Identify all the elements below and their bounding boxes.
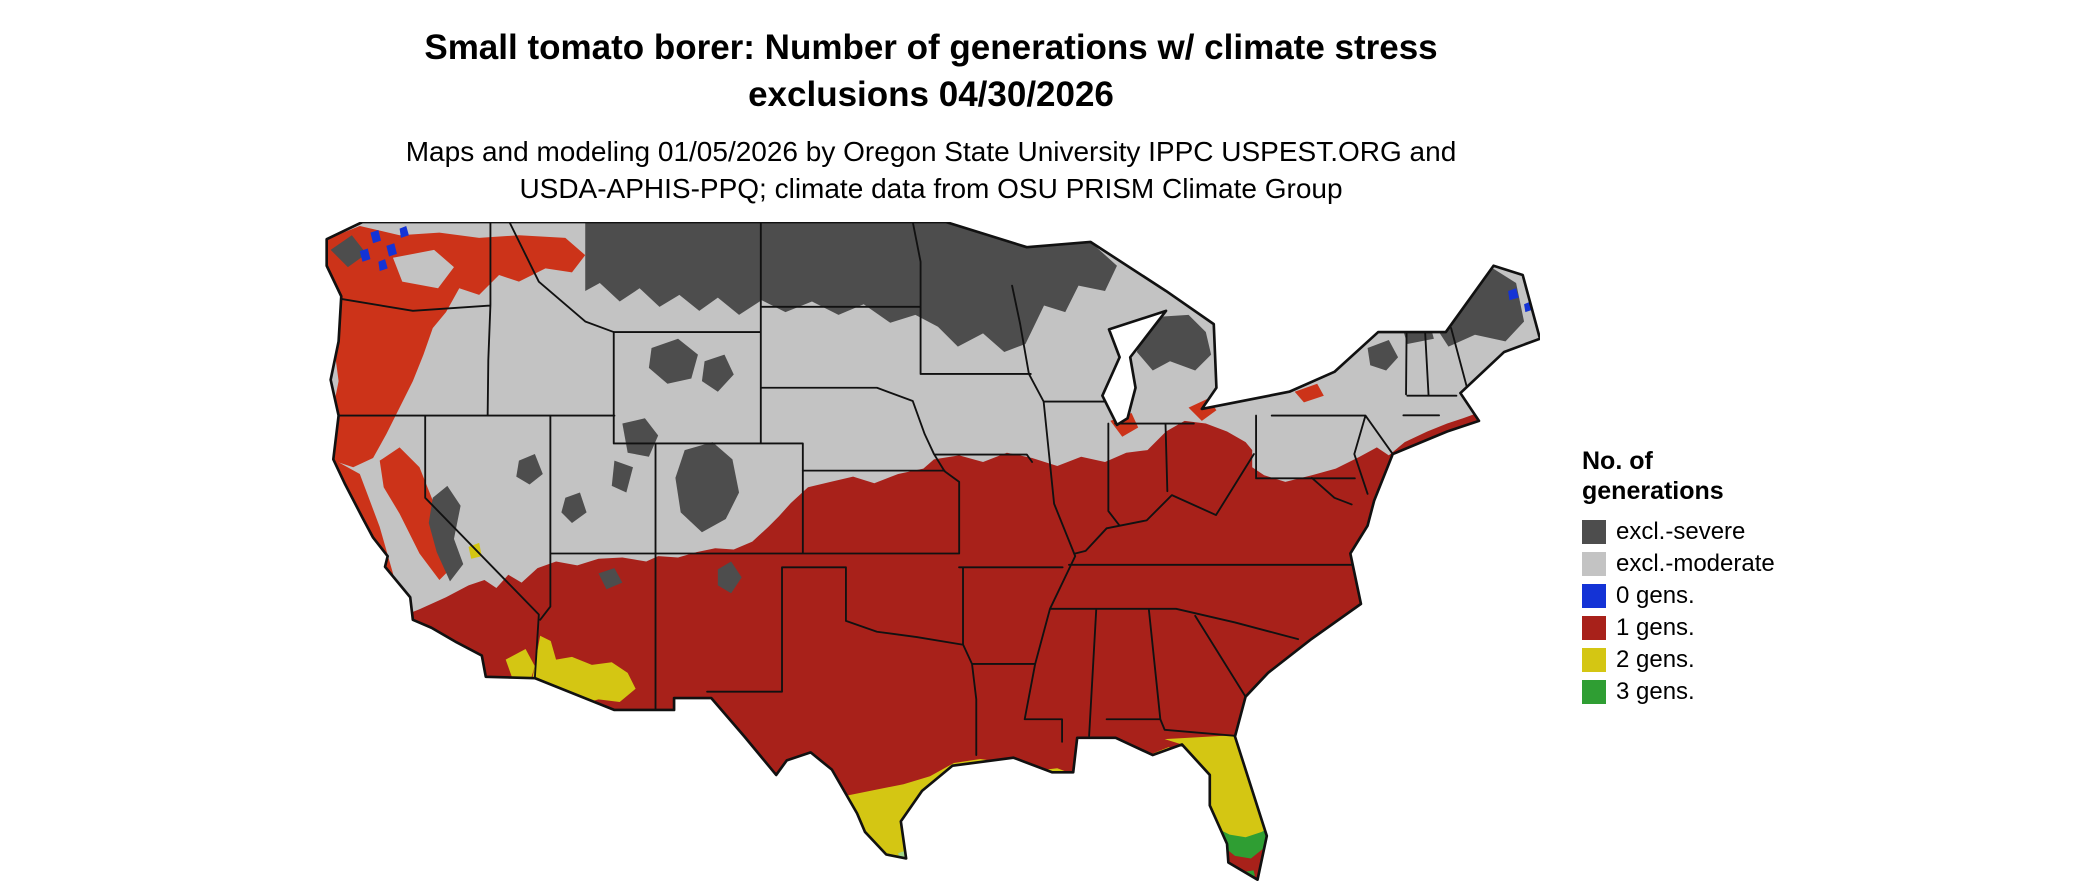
legend-title: No. of generations <box>1582 446 1775 506</box>
legend-swatch-1-gens <box>1582 616 1606 640</box>
legend-label-excl-moderate: excl.-moderate <box>1616 550 1775 577</box>
page-title: Small tomato borer: Number of generation… <box>0 24 1862 119</box>
legend-label-1-gens: 1 gens. <box>1616 614 1695 641</box>
title-line-1: Small tomato borer: Number of generation… <box>424 28 1438 67</box>
legend-swatch-excl-severe <box>1582 520 1606 544</box>
title-line-2: exclusions 04/30/2026 <box>748 75 1114 115</box>
legend-title-line-2: generations <box>1582 477 1724 505</box>
subtitle-line-2: USDA-APHIS-PPQ; climate data from OSU PR… <box>519 173 1343 205</box>
legend-title-line-1: No. of <box>1582 447 1653 475</box>
us-generations-map <box>325 222 1540 882</box>
header: Small tomato borer: Number of generation… <box>0 24 1862 208</box>
page-subtitle: Maps and modeling 01/05/2026 by Oregon S… <box>0 133 1862 209</box>
legend-item-1-gens: 1 gens. <box>1582 614 1775 642</box>
legend-label-excl-severe: excl.-severe <box>1616 518 1746 545</box>
legend-item-0-gens: 0 gens. <box>1582 582 1775 610</box>
legend-item-excl-moderate: excl.-moderate <box>1582 550 1775 578</box>
legend-item-2-gens: 2 gens. <box>1582 646 1775 674</box>
state-borders <box>337 222 1468 756</box>
region-excl-severe <box>330 222 1525 594</box>
subtitle-line-1: Maps and modeling 01/05/2026 by Oregon S… <box>405 135 1457 167</box>
legend-item-3-gens: 3 gens. <box>1582 678 1775 706</box>
legend-label-3-gens: 3 gens. <box>1616 678 1695 705</box>
legend-swatch-2-gens <box>1582 648 1606 672</box>
legend-label-0-gens: 0 gens. <box>1616 582 1695 609</box>
us-outline <box>325 222 1540 882</box>
legend: No. of generations excl.-severe excl.-mod… <box>1582 446 1775 710</box>
region-excl-moderate-patches <box>392 249 454 289</box>
legend-label-2-gens: 2 gens. <box>1616 646 1695 673</box>
legend-swatch-excl-moderate <box>1582 552 1606 576</box>
legend-swatch-3-gens <box>1582 680 1606 704</box>
legend-swatch-0-gens <box>1582 584 1606 608</box>
region-0-gens <box>359 225 1534 313</box>
legend-item-excl-severe: excl.-severe <box>1582 518 1775 546</box>
